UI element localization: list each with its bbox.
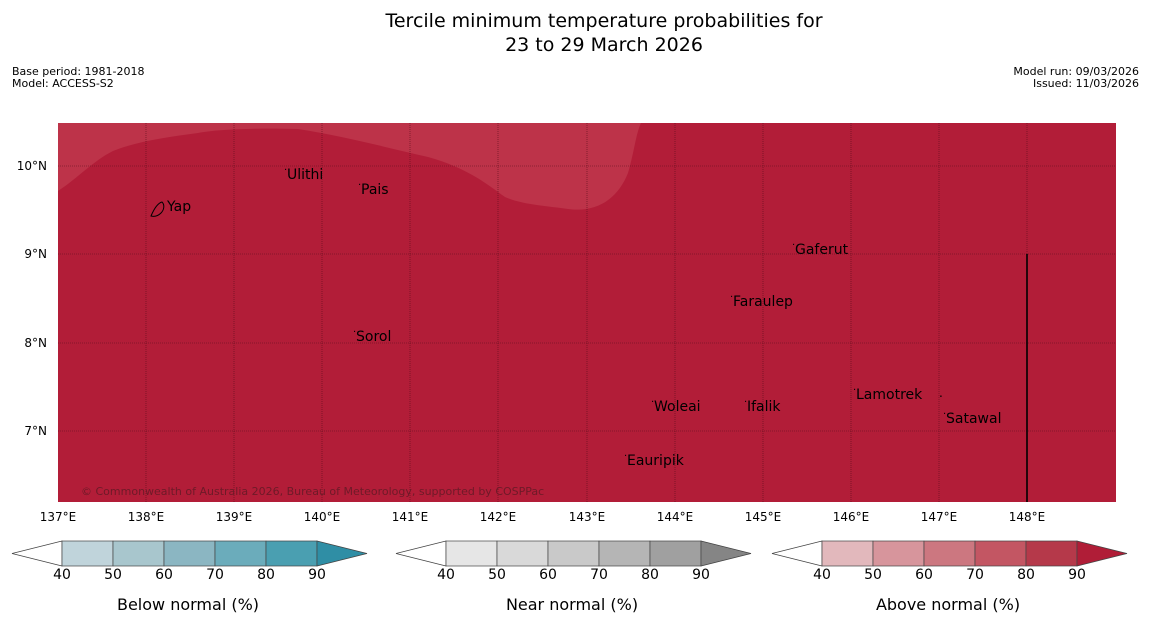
place-eauripik: · Eauripik: [624, 451, 684, 469]
legend-title-near-normal: Near normal (%): [505, 595, 639, 614]
yap-island-outline: [150, 201, 165, 217]
lon-label-143e: 143°E: [568, 510, 606, 524]
place-pais: · Pais: [358, 180, 389, 198]
legend-tick: 90: [1068, 567, 1086, 583]
place-ulithi: · Ulithi: [284, 165, 324, 183]
base-period: Base period: 1981-2018: [12, 65, 145, 78]
legend-tick: 70: [206, 567, 224, 583]
legend-tick: 70: [966, 567, 984, 583]
colorbar-above-normal: [771, 540, 1128, 567]
model-name: Model: ACCESS-S2: [12, 77, 114, 90]
map-title: Tercile minimum temperature probabilitie…: [0, 9, 1150, 57]
colorbar-segment: [872, 540, 925, 567]
meta-right: Model run: 09/03/2026 Issued: 11/03/2026: [1013, 66, 1139, 90]
colorbar-segment: [923, 540, 976, 567]
colorbar-segment: [496, 540, 549, 567]
lon-label-138e: 138°E: [127, 510, 165, 524]
place-ifalik: · Ifalik: [744, 397, 781, 415]
map-canvas: [58, 123, 1116, 502]
meta-left: Base period: 1981-2018 Model: ACCESS-S2: [12, 66, 144, 90]
legend-below-normal: 40 50 60 70 80 90 Below normal (%): [10, 535, 370, 625]
colorbar-segment: [214, 540, 267, 567]
place-woleai: · Woleai: [651, 397, 701, 415]
issued-date: Issued: 11/03/2026: [1032, 77, 1139, 90]
lat-label-10n: 10°N: [16, 159, 47, 173]
legend-tick: 50: [864, 567, 882, 583]
legend-tick: 40: [53, 567, 71, 583]
colorbar-extend-low: [11, 540, 63, 567]
place-yap: Yap: [167, 199, 192, 215]
colorbar-segment: [1025, 540, 1078, 567]
lon-label-147e: 147°E: [920, 510, 958, 524]
colorbar-segment: [974, 540, 1027, 567]
legend-title-above-normal: Above normal (%): [875, 595, 1021, 614]
colorbar-extend-high: [1076, 540, 1128, 567]
lon-label-145e: 145°E: [744, 510, 782, 524]
place-lamotrek: · Lamotrek: [853, 385, 923, 403]
lon-label-140e: 140°E: [303, 510, 341, 524]
map-area[interactable]: · Ulithi · Pais Yap · Gaferut · Faraulep · So…: [58, 123, 1116, 502]
place-faraulep: · Faraulep: [730, 292, 793, 310]
legend-near-normal: 40 50 60 70 80 90 Near normal (%): [394, 535, 754, 625]
legend-tick: 40: [813, 567, 831, 583]
lower-probability-region: [58, 123, 641, 210]
lat-label-7n: 7°N: [24, 424, 47, 438]
legend-tick: 90: [692, 567, 710, 583]
colorbar-segment: [547, 540, 600, 567]
lon-label-137e: 137°E: [39, 510, 77, 524]
title-line-1: Tercile minimum temperature probabilitie…: [385, 10, 823, 32]
legend-tick: 50: [488, 567, 506, 583]
colorbar-segment: [821, 540, 874, 567]
legend-tick: 70: [590, 567, 608, 583]
lon-label-148e: 148°E: [1008, 510, 1046, 524]
place-sorol: · Sorol: [353, 327, 392, 345]
legend-tick: 60: [539, 567, 557, 583]
colorbar-near-normal: [395, 540, 752, 567]
colorbar-extend-low: [771, 540, 823, 567]
model-run: Model run: 09/03/2026: [1013, 65, 1139, 78]
colorbar-segment: [265, 540, 318, 567]
graticule: [58, 123, 1116, 502]
lon-label-141e: 141°E: [391, 510, 429, 524]
lon-label-146e: 146°E: [832, 510, 870, 524]
colorbar-segment: [598, 540, 651, 567]
colorbar-segment: [61, 540, 114, 567]
lon-label-139e: 139°E: [215, 510, 253, 524]
lat-label-8n: 8°N: [24, 336, 47, 350]
legend-title-below-normal: Below normal (%): [116, 595, 260, 614]
lat-label-9n: 9°N: [24, 247, 47, 261]
legend-tick: 80: [641, 567, 659, 583]
colorbar-extend-high: [700, 540, 752, 567]
legend-tick: 80: [1017, 567, 1035, 583]
copyright-notice: © Commonwealth of Australia 2026, Bureau…: [81, 485, 545, 498]
place-gaferut: · Gaferut: [792, 240, 849, 258]
colorbar-segment: [445, 540, 498, 567]
title-line-2: 23 to 29 March 2026: [505, 34, 703, 56]
legend-tick: 60: [915, 567, 933, 583]
colorbar-segment: [163, 540, 216, 567]
colorbar-extend-high: [316, 540, 368, 567]
colorbar-extend-low: [395, 540, 447, 567]
legend-tick: 40: [437, 567, 455, 583]
colorbar-segment: [649, 540, 702, 567]
unnamed-islet-marker: .: [939, 386, 943, 400]
lon-label-144e: 144°E: [656, 510, 694, 524]
legend-tick: 60: [155, 567, 173, 583]
legend-tick: 50: [104, 567, 122, 583]
colorbar-below-normal: [11, 540, 368, 567]
colorbar-segment: [112, 540, 165, 567]
legend-above-normal: 40 50 60 70 80 90 Above normal (%): [770, 535, 1130, 625]
legend-tick: 90: [308, 567, 326, 583]
legend-tick: 80: [257, 567, 275, 583]
place-satawal: · Satawal: [943, 409, 1002, 427]
lon-label-142e: 142°E: [479, 510, 517, 524]
